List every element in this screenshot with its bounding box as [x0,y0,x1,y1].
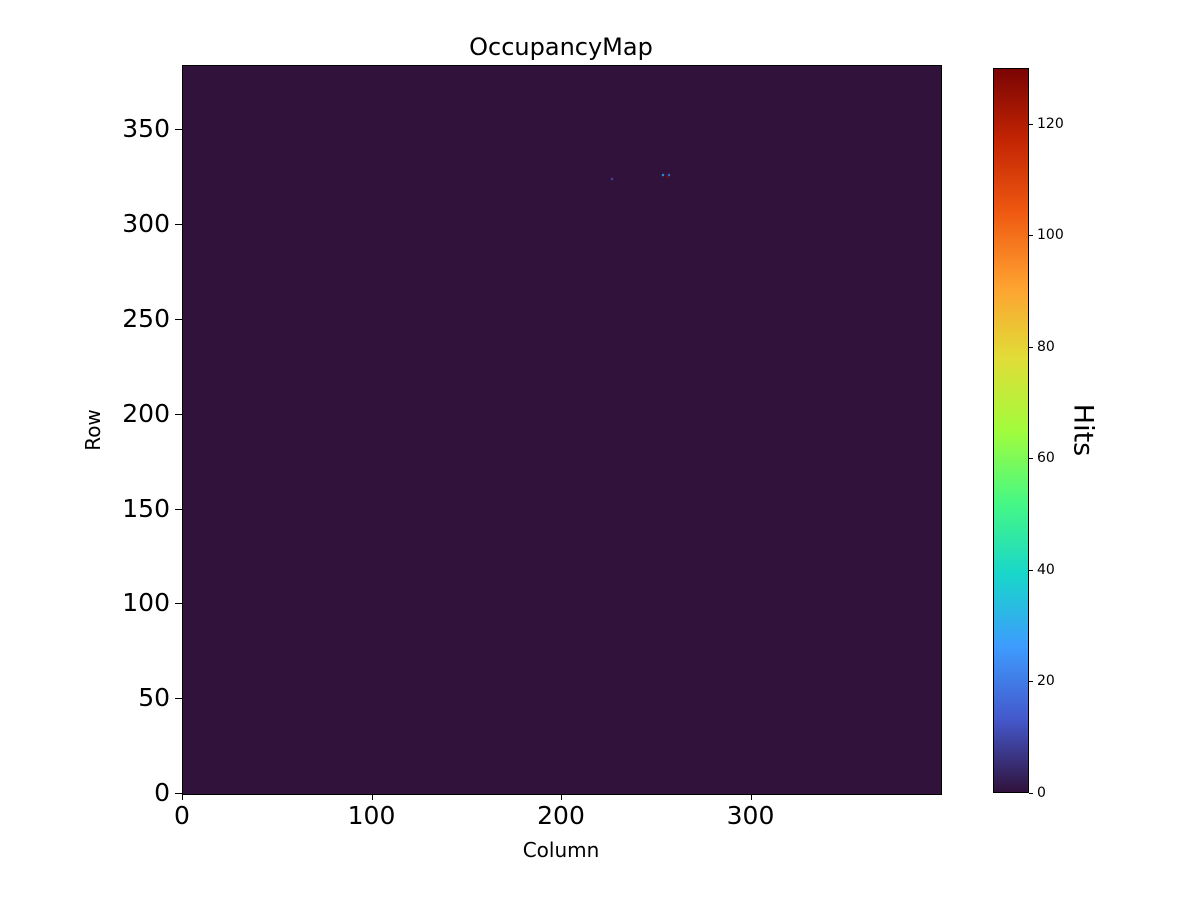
y-tick-mark [175,603,182,604]
colorbar-tick-mark [1029,235,1033,236]
x-tick-label: 300 [726,801,775,830]
colorbar-tick-label: 80 [1037,338,1055,355]
x-tick-mark [182,794,183,800]
y-tick-label: 250 [122,304,170,334]
colorbar-tick-label: 0 [1037,785,1046,801]
y-tick-label: 350 [122,114,170,144]
colorbar-tick-label: 20 [1037,673,1055,690]
colorbar-tick-mark [1029,124,1033,125]
colorbar-tick-mark [1029,347,1033,348]
heatmap-plot [182,65,942,795]
colorbar-tick-mark [1029,681,1033,682]
y-tick-mark [175,224,182,225]
y-tick-label: 300 [122,209,170,239]
colorbar-tick-label: 100 [1037,227,1064,244]
x-tick-label: 0 [174,801,190,830]
y-tick-mark [175,414,182,415]
colorbar-tick-label: 60 [1037,450,1055,467]
x-tick-mark [751,794,752,800]
colorbar-tick-mark [1029,793,1033,794]
y-tick-mark [175,793,182,794]
y-tick-mark [175,509,182,510]
colorbar-tick-mark [1029,570,1033,571]
chart-title: OccupancyMap [469,33,653,61]
heatmap-canvas [183,66,941,794]
colorbar [993,68,1029,793]
x-axis-label: Column [522,838,600,862]
x-tick-label: 100 [347,801,396,830]
y-tick-label: 150 [122,493,170,523]
colorbar-tick-label: 120 [1037,115,1064,132]
colorbar-tick-label: 40 [1037,561,1055,578]
y-tick-label: 100 [122,588,170,618]
x-tick-mark [372,794,373,800]
y-tick-label: 200 [122,398,170,428]
colorbar-gradient [993,68,1029,793]
y-tick-mark [175,129,182,130]
y-tick-label: 0 [154,778,170,807]
colorbar-tick-mark [1029,458,1033,459]
y-tick-mark [175,319,182,320]
y-tick-mark [175,698,182,699]
x-tick-mark [561,794,562,800]
colorbar-label: Hits [1067,403,1099,457]
x-tick-label: 200 [537,801,585,830]
y-tick-label: 50 [138,683,170,713]
